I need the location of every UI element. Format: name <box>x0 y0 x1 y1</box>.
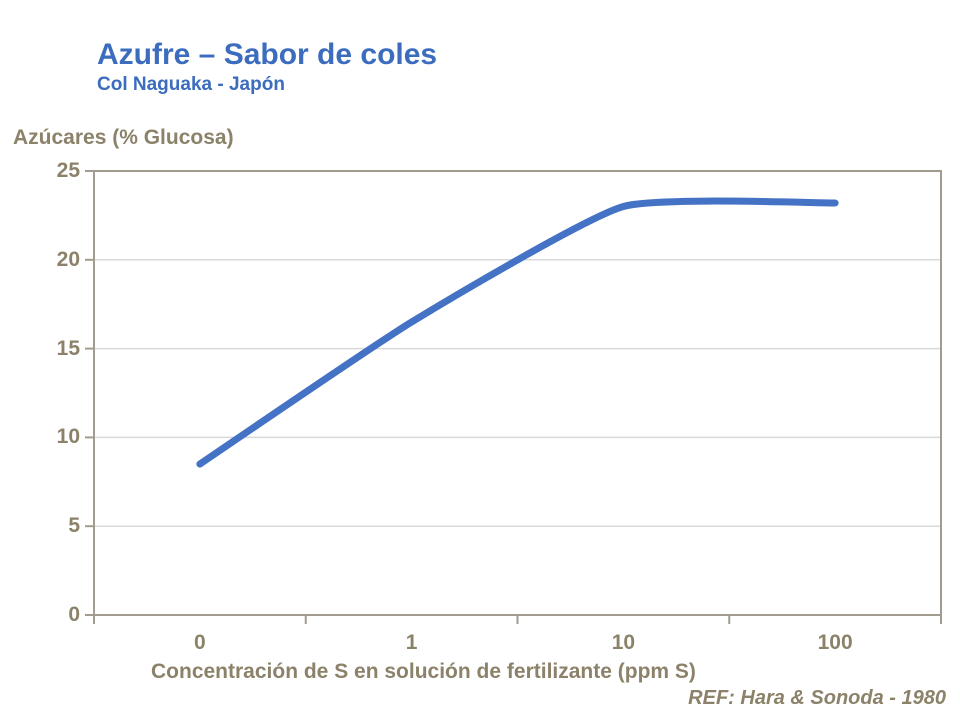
y-tick-label: 20 <box>56 247 80 271</box>
y-tick-label: 10 <box>56 425 80 449</box>
y-tick-label: 0 <box>68 603 80 626</box>
y-tick-label: 15 <box>56 336 80 360</box>
chart-title: Azufre – Sabor de coles <box>97 38 438 71</box>
data-series-line <box>196 197 839 468</box>
x-category-label: 0 <box>194 631 206 654</box>
x-category-label: 100 <box>817 631 853 654</box>
x-axis-title: Concentración de S en solución de fertil… <box>151 660 696 683</box>
x-category-label: 1 <box>405 631 418 654</box>
plot-border <box>93 170 942 616</box>
chart-subtitle: Col Naguaka - Japón <box>97 74 285 95</box>
y-tick-label: 25 <box>56 159 80 182</box>
x-category-label: 10 <box>611 631 636 654</box>
y-axis-title: Azúcares (% Glucosa) <box>13 126 234 149</box>
reference-citation: REF: Hara & Sonoda - 1980 <box>688 687 946 709</box>
y-tick-label: 5 <box>68 514 80 538</box>
